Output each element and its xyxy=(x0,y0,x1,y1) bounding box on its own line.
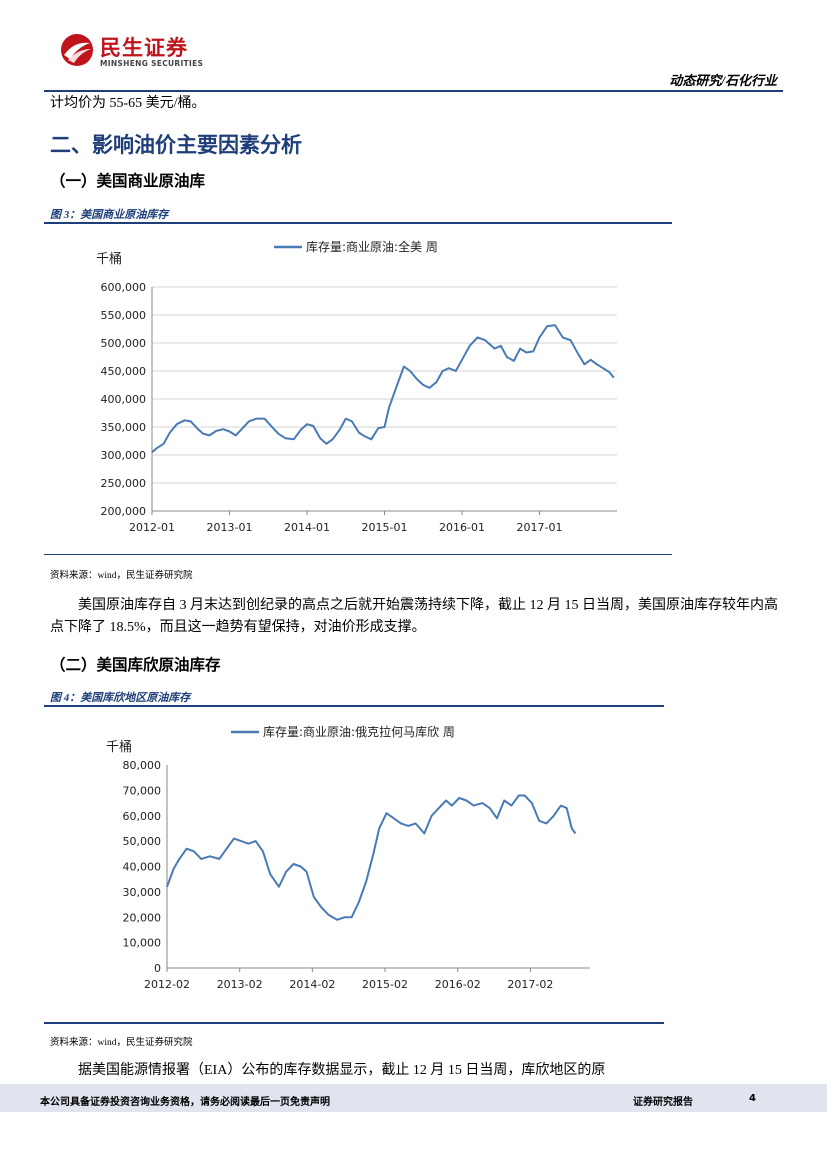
footer-report-type: 证券研究报告 xyxy=(633,1097,693,1108)
y-tick-label: 400,000 xyxy=(101,393,147,406)
y-tick-label: 20,000 xyxy=(123,911,162,924)
logo-chinese: 民生证券 xyxy=(100,36,188,60)
y-tick-label: 350,000 xyxy=(101,421,147,434)
x-tick-label: 2014-02 xyxy=(289,978,335,991)
y-tick-label: 50,000 xyxy=(123,835,162,848)
section-title: 二、影响油价主要因素分析 xyxy=(50,133,302,157)
subsection-title-2: （二）美国库欣原油库存 xyxy=(50,657,221,674)
y-tick-label: 550,000 xyxy=(101,309,147,322)
paragraph-1: 美国原油库存自 3 月末达到创纪录的高点之后就开始震荡持续下降，截止 12 月 … xyxy=(50,598,778,635)
x-tick-label: 2012-02 xyxy=(144,978,190,991)
x-tick-label: 2013-01 xyxy=(207,521,253,534)
series-line xyxy=(166,794,577,921)
subsection-title-1: （一）美国商业原油库 xyxy=(50,173,206,190)
y-tick-label: 0 xyxy=(154,962,161,975)
header-rule xyxy=(44,90,783,92)
y-tick-label: 40,000 xyxy=(123,861,162,874)
page-number: 4 xyxy=(749,1093,756,1104)
y-tick-label: 450,000 xyxy=(101,365,147,378)
x-tick-label: 2017-02 xyxy=(507,978,553,991)
unit-label: 千桶 xyxy=(106,740,132,755)
series-line xyxy=(151,324,615,453)
figure-4-caption: 图 4：美国库欣地区原油库存 xyxy=(50,692,191,704)
figure-4-top-rule xyxy=(44,705,664,707)
y-tick-label: 10,000 xyxy=(123,937,162,950)
x-tick-label: 2015-02 xyxy=(362,978,408,991)
y-tick-label: 80,000 xyxy=(123,759,162,772)
y-tick-label: 200,000 xyxy=(101,505,147,518)
y-tick-label: 500,000 xyxy=(101,337,147,350)
x-tick-label: 2013-02 xyxy=(217,978,263,991)
unit-label: 千桶 xyxy=(96,252,122,267)
chart-cushing-crude: 80,000 70,000 60,000 50,000 40,000 30,000 20,0… xyxy=(106,724,590,991)
figure-4-source: 资料来源：wind，民生证券研究院 xyxy=(50,1038,193,1048)
logo-english: MINSHENG SECURITIES xyxy=(100,59,204,68)
minsheng-logo-icon xyxy=(61,34,93,66)
y-tick-label: 70,000 xyxy=(123,784,162,797)
footer-bar xyxy=(0,1084,827,1112)
chart-us-commercial-crude: 600,000 550,000 500,000 450,000 400,000 350,0… xyxy=(96,239,617,534)
y-tick-label: 300,000 xyxy=(101,449,147,462)
x-tick-label: 2017-01 xyxy=(517,521,563,534)
x-tick-label: 2012-01 xyxy=(129,521,175,534)
x-tick-label: 2015-01 xyxy=(362,521,408,534)
y-tick-label: 60,000 xyxy=(123,810,162,823)
y-tick-label: 250,000 xyxy=(101,477,147,490)
x-tick-label: 2016-01 xyxy=(439,521,485,534)
paragraph-2: 据美国能源情报署（EIA）公布的库存数据显示，截止 12 月 15 日当周，库欣… xyxy=(78,1063,606,1078)
figure-3-caption: 图 3：美国商业原油库存 xyxy=(50,209,169,221)
figure-4-bottom-rule xyxy=(44,1022,664,1024)
figure-3-top-rule xyxy=(44,222,672,224)
x-tick-label: 2014-01 xyxy=(284,521,330,534)
y-tick-label: 30,000 xyxy=(123,886,162,899)
figure-3-bottom-rule xyxy=(44,554,672,555)
legend-label: 库存量:商业原油:俄克拉何马库欣 周 xyxy=(263,724,455,739)
header-section-label: 动态研究/石化行业 xyxy=(669,73,777,88)
top-text: 计均价为 55-65 美元/桶。 xyxy=(50,96,206,111)
y-tick-label: 600,000 xyxy=(101,281,147,294)
figure-3-source: 资料来源：wind，民生证券研究院 xyxy=(50,571,193,581)
x-tick-label: 2016-02 xyxy=(435,978,481,991)
footer-disclaimer: 本公司具备证券投资咨询业务资格，请务必阅读最后一页免责声明 xyxy=(40,1097,330,1108)
legend-label: 库存量:商业原油:全美 周 xyxy=(306,239,438,254)
